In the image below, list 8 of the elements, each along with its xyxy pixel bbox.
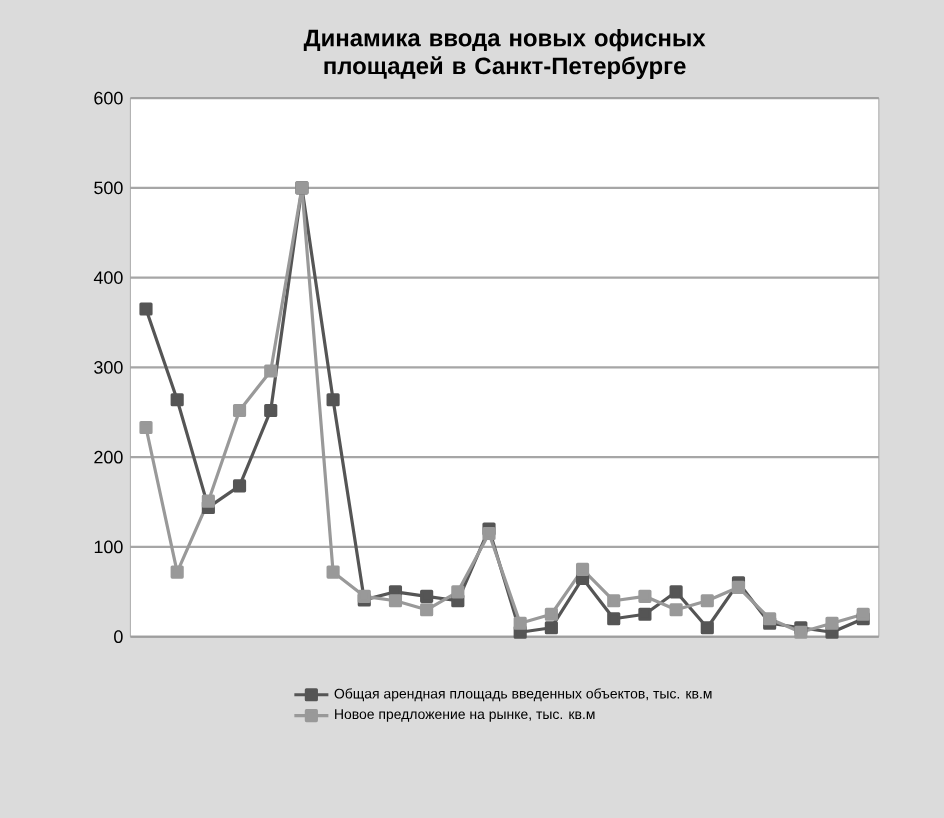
- y-tick-label: 600: [94, 91, 123, 105]
- y-tick-label: 400: [93, 271, 123, 284]
- y-tick-label: 500: [94, 181, 123, 195]
- y-tick-label: 300: [94, 360, 123, 374]
- y-tick-label: 0: [114, 630, 123, 643]
- y-tick-label: 200: [94, 450, 123, 464]
- chart-title: Динамика ввода новых офисных площадей в Санкт-Петербурге: [303, 28, 706, 80]
- y-tick-label: 100: [94, 540, 123, 554]
